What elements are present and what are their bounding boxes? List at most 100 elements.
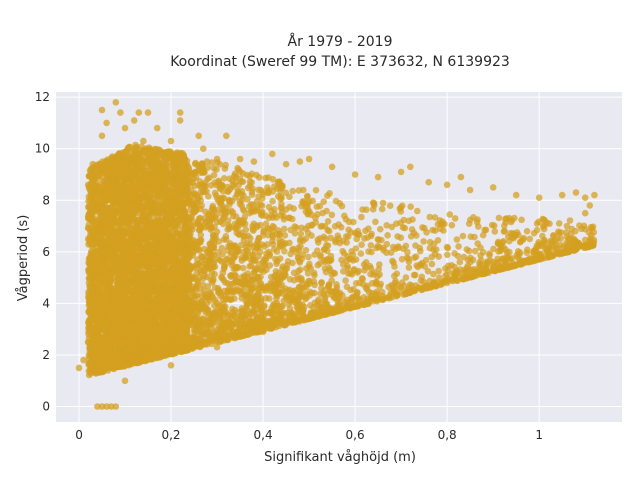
- data-point: [405, 255, 412, 263]
- data-point: [455, 243, 462, 250]
- data-point: [477, 244, 484, 251]
- data-point: [144, 215, 152, 223]
- data-point: [232, 313, 239, 321]
- data-point: [540, 225, 548, 233]
- data-point: [308, 221, 316, 229]
- data-point: [169, 233, 176, 241]
- data-point: [312, 186, 320, 194]
- data-point: [312, 214, 319, 222]
- data-point: [357, 250, 365, 257]
- data-point: [296, 289, 304, 297]
- data-point: [259, 308, 266, 316]
- data-point: [374, 242, 382, 250]
- data-point: [244, 240, 251, 247]
- data-point: [308, 232, 315, 239]
- data-point: [503, 249, 511, 257]
- data-point: [316, 260, 324, 267]
- data-point: [490, 245, 497, 253]
- data-point: [376, 261, 383, 268]
- data-point: [289, 215, 296, 223]
- data-point: [85, 367, 93, 375]
- data-point: [246, 203, 253, 210]
- data-point: [269, 240, 277, 248]
- data-point: [191, 190, 199, 197]
- data-point: [342, 277, 349, 284]
- data-point: [435, 253, 443, 260]
- data-point: [589, 223, 597, 231]
- data-point: [282, 189, 290, 197]
- data-point: [430, 270, 437, 278]
- data-point: [378, 205, 386, 213]
- data-point: [196, 178, 204, 185]
- data-point: [232, 264, 239, 272]
- data-point: [283, 261, 291, 269]
- data-point: [443, 243, 451, 251]
- data-point: [405, 217, 413, 225]
- data-point: [204, 164, 212, 171]
- data-point: [367, 232, 375, 240]
- data-point: [563, 229, 570, 236]
- chart-title-line-2: Koordinat (Sweref 99 TM): E 373632, N 61…: [170, 54, 510, 70]
- data-point: [448, 221, 456, 229]
- data-point: [456, 258, 464, 266]
- data-point: [274, 257, 281, 265]
- data-point: [342, 233, 350, 240]
- data-point: [436, 274, 443, 282]
- data-point: [406, 281, 414, 289]
- data-point: [384, 232, 391, 239]
- data-point: [435, 267, 443, 275]
- data-point: [269, 197, 276, 205]
- data-point: [293, 224, 300, 231]
- data-point: [208, 159, 216, 166]
- data-point: [244, 196, 251, 203]
- data-point: [420, 238, 427, 245]
- data-point: [475, 223, 482, 230]
- data-point: [365, 225, 372, 232]
- data-point: [287, 226, 295, 234]
- data-point: [289, 259, 296, 267]
- chart-title-line-1: År 1979 - 2019: [288, 33, 393, 50]
- data-point: [271, 246, 278, 253]
- data-point: [465, 220, 473, 227]
- data-point: [249, 223, 256, 230]
- data-point: [290, 205, 297, 212]
- data-point: [271, 206, 278, 213]
- data-point: [408, 226, 416, 233]
- data-point: [197, 236, 205, 244]
- data-point: [222, 236, 230, 243]
- data-point: [276, 231, 283, 238]
- data-point: [471, 247, 479, 255]
- data-point: [479, 231, 487, 239]
- data-point: [391, 263, 398, 270]
- data-point: [431, 227, 439, 234]
- data-point: [236, 168, 244, 175]
- data-point: [416, 244, 424, 252]
- data-point: [281, 232, 289, 239]
- data-point: [453, 236, 461, 243]
- data-point: [484, 258, 491, 265]
- data-point: [524, 246, 531, 253]
- data-point: [231, 271, 239, 279]
- data-point: [220, 175, 228, 182]
- data-point: [465, 247, 473, 255]
- data-point: [386, 202, 394, 209]
- data-point: [389, 243, 397, 251]
- data-point: [214, 218, 221, 226]
- data-point: [379, 199, 387, 207]
- data-point: [311, 251, 318, 258]
- data-point: [249, 251, 256, 258]
- data-point: [289, 187, 297, 195]
- data-point: [414, 263, 422, 271]
- data-points: [75, 99, 598, 410]
- data-point: [428, 260, 436, 268]
- data-point: [405, 264, 413, 271]
- data-point: [491, 228, 499, 235]
- data-point: [430, 240, 438, 248]
- data-point: [568, 225, 576, 233]
- data-point: [195, 260, 202, 268]
- data-point: [358, 241, 365, 248]
- data-point: [219, 220, 227, 228]
- data-point: [482, 226, 490, 234]
- data-point: [393, 220, 400, 227]
